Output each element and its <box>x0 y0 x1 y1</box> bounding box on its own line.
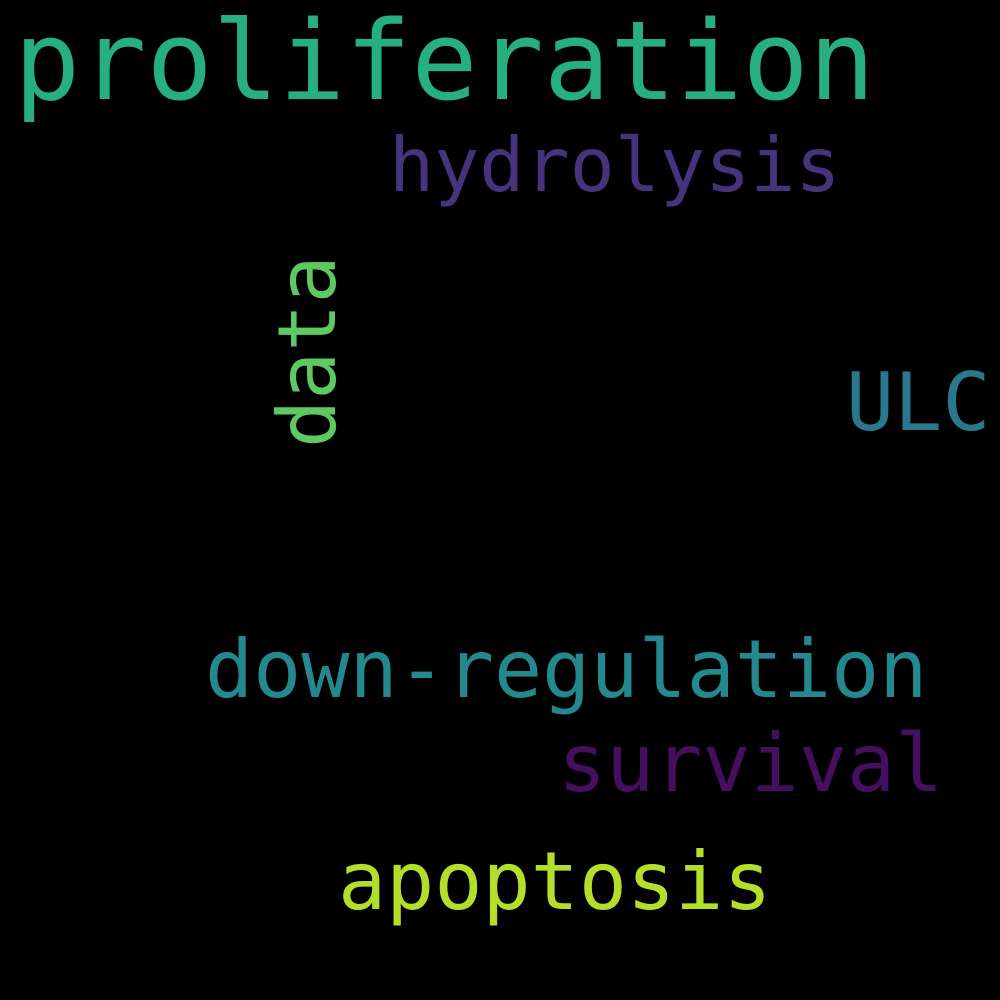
word-proliferation: proliferation <box>14 0 875 125</box>
word-data: data <box>261 255 354 448</box>
word-ulc: ULC <box>846 356 991 449</box>
word-down-regulation: down-regulation <box>205 623 928 716</box>
word-hydrolysis: hydrolysis <box>389 121 841 209</box>
word-apoptosis: apoptosis <box>338 835 772 928</box>
word-survival: survival <box>558 717 944 810</box>
